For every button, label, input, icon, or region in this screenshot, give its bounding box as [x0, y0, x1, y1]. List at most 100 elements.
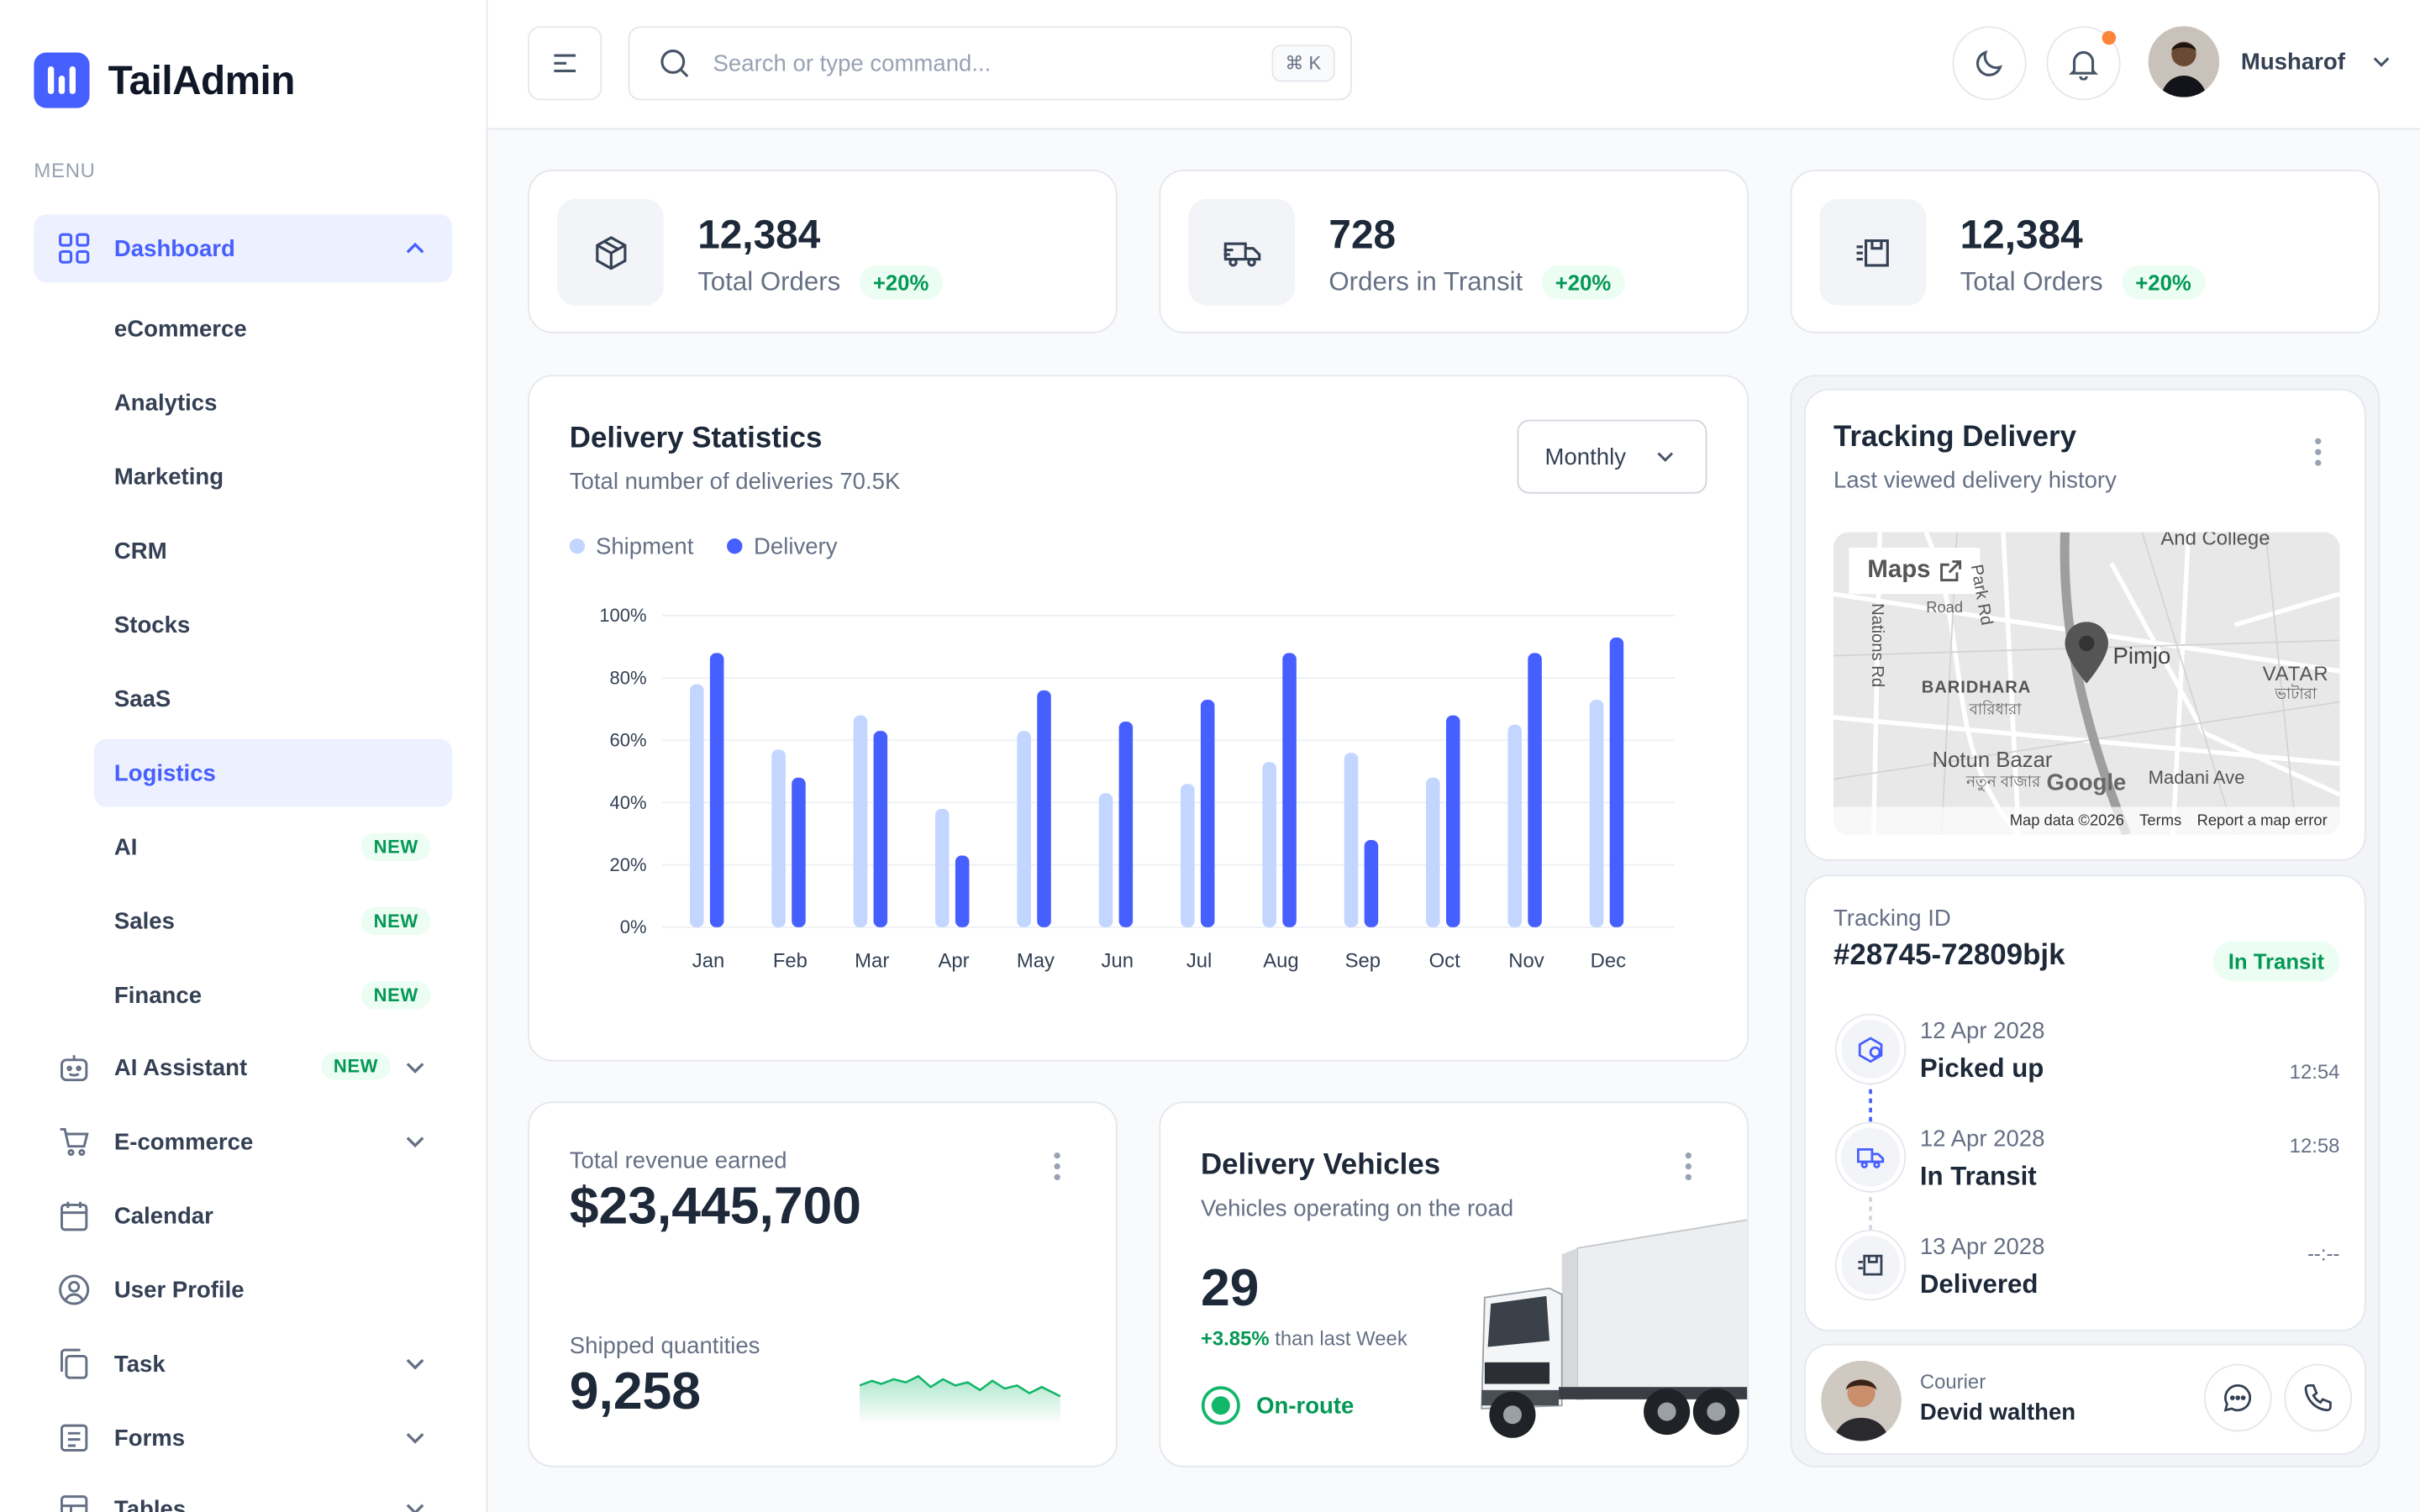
sidebar-subitem-sales[interactable]: Sales NEW: [94, 887, 452, 955]
sidebar-item-label: User Profile: [113, 1276, 245, 1304]
map-terms-link[interactable]: Terms: [2139, 812, 2182, 830]
sidebar-item-user-profile[interactable]: User Profile: [34, 1256, 452, 1324]
theme-toggle-button[interactable]: [1952, 26, 2027, 101]
call-courier-button[interactable]: [2284, 1363, 2353, 1432]
form-icon: [55, 1420, 92, 1457]
shipped-value: 9,258: [569, 1362, 702, 1421]
sidebar-subitem-label: eCommerce: [113, 315, 247, 342]
sidebar-item-tables[interactable]: Tables: [34, 1475, 452, 1512]
chevron-down-icon[interactable]: [400, 1348, 431, 1379]
brand[interactable]: TailAdmin: [34, 52, 296, 108]
x-tick-label: Aug: [1263, 950, 1298, 973]
sidebar-toggle-button[interactable]: [528, 26, 602, 101]
sidebar-subitem-label: Finance: [113, 982, 203, 1009]
timeline-date: 12 Apr 2028: [1919, 1018, 2045, 1045]
map-report-link[interactable]: Report a map error: [2196, 812, 2328, 830]
chevron-down-icon: [1657, 452, 1674, 462]
sidebar-subitem-stocks[interactable]: Stocks: [94, 591, 452, 659]
more-options-icon[interactable]: [1673, 1148, 1704, 1185]
chevron-down-icon[interactable]: [400, 1126, 431, 1158]
new-badge: NEW: [321, 1052, 391, 1080]
brand-name: TailAdmin: [108, 56, 296, 103]
user-menu[interactable]: Musharof: [2148, 26, 2395, 97]
y-tick-label: 0%: [620, 916, 647, 937]
open-in-maps-link[interactable]: Maps: [1849, 548, 1981, 595]
map-label-baridhara-bn: বারিধারা: [1969, 701, 2022, 719]
box-icon: [557, 198, 664, 306]
sidebar-subitem-analytics[interactable]: Analytics: [94, 369, 452, 437]
courier-card: Courier Devid walthen: [1804, 1343, 2366, 1456]
shipped-label: Shipped quantities: [569, 1332, 760, 1360]
moon-icon: [1975, 50, 2002, 76]
vehicle-change: +3.85%: [1200, 1326, 1270, 1351]
notification-dot: [2102, 30, 2117, 45]
timeline-label: Delivered: [1919, 1269, 2039, 1299]
sidebar-subitem-finance[interactable]: Finance NEW: [94, 961, 452, 1029]
sidebar-item-calendar[interactable]: Calendar: [34, 1182, 452, 1250]
sidebar-subitem-label: CRM: [113, 538, 167, 564]
courier-avatar: [1821, 1360, 1902, 1441]
bar-shipment: [690, 684, 704, 927]
x-tick-label: Dec: [1591, 950, 1626, 973]
y-tick-label: 60%: [609, 730, 646, 751]
legend-item-delivery[interactable]: Delivery: [727, 533, 838, 560]
task-icon: [55, 1346, 92, 1383]
status-label: On-route: [1256, 1392, 1355, 1419]
sidebar-item-label: AI Assistant: [113, 1054, 248, 1081]
bar-shipment: [1098, 793, 1113, 927]
more-options-icon[interactable]: [1042, 1148, 1073, 1185]
sidebar-subitem-logistics[interactable]: Logistics: [94, 738, 453, 807]
period-select[interactable]: Monthly: [1517, 419, 1707, 494]
bar-delivery: [1528, 653, 1542, 927]
more-options-icon[interactable]: [2302, 433, 2333, 470]
chevron-up-icon[interactable]: [400, 233, 431, 264]
stat-label: Total Orders: [1960, 266, 2103, 297]
stat-label: Total Orders: [697, 266, 841, 297]
map-label-nations-rd: Nations Rd: [1867, 603, 1886, 688]
tracking-id-label: Tracking ID: [1833, 906, 1951, 932]
map-label-road: Road: [1926, 600, 1964, 617]
sidebar-item-forms[interactable]: Forms: [34, 1404, 452, 1472]
legend-label: Shipment: [595, 533, 694, 560]
x-tick-label: Jan: [692, 950, 724, 973]
x-tick-label: Mar: [855, 950, 889, 973]
sidebar-subitem-label: AI: [113, 833, 138, 860]
bar-shipment: [771, 749, 786, 927]
sidebar-subitem-label: Sales: [113, 907, 175, 935]
revenue-value: $23,445,700: [569, 1177, 862, 1236]
chart-legend: Shipment Delivery: [569, 533, 838, 560]
chevron-down-icon[interactable]: [400, 1053, 431, 1084]
sidebar-item-ai-assistant[interactable]: AI Assistant NEW: [34, 1034, 452, 1102]
sidebar-subitem-crm[interactable]: CRM: [94, 517, 452, 585]
legend-item-shipment[interactable]: Shipment: [569, 533, 694, 560]
bar-delivery: [873, 731, 888, 927]
message-courier-button[interactable]: [2203, 1363, 2272, 1432]
bell-icon: [2069, 50, 2099, 81]
sidebar-subitem-marketing[interactable]: Marketing: [94, 443, 452, 511]
sidebar-item-ecommerce[interactable]: E-commerce: [34, 1108, 452, 1176]
external-link-icon: [1939, 560, 1961, 582]
courier-name: Devid walthen: [1919, 1399, 2076, 1426]
status-on-route: On-route: [1201, 1385, 1354, 1425]
x-tick-label: Sep: [1345, 950, 1381, 973]
search-input[interactable]: Search or type command... ⌘ K: [628, 26, 1352, 101]
bar-delivery: [1364, 839, 1379, 927]
sidebar-item-dashboard[interactable]: Dashboard: [34, 214, 453, 283]
change-badge: +20%: [1541, 265, 1625, 300]
delivery-statistics-card: Delivery Statistics Total number of deli…: [528, 375, 1749, 1062]
search-icon: [660, 50, 689, 78]
sidebar-subitem-saas[interactable]: SaaS: [94, 665, 452, 733]
sidebar-subitem-ai[interactable]: AI NEW: [94, 813, 452, 881]
sidebar-subitem-ecommerce[interactable]: eCommerce: [94, 295, 452, 363]
chevron-down-icon[interactable]: [400, 1422, 431, 1453]
x-tick-label: Nov: [1508, 950, 1544, 973]
bar-delivery: [1200, 700, 1215, 927]
map-view[interactable]: Maps Pimjo BARIDHARA বারিধারা Notun Baza…: [1833, 532, 2340, 835]
sidebar-item-task[interactable]: Task: [34, 1330, 452, 1398]
notifications-button[interactable]: [2046, 26, 2121, 101]
map-label-baridhara: BARIDHARA: [1921, 679, 2032, 698]
chevron-down-icon[interactable]: [400, 1494, 431, 1512]
card-title: Delivery Statistics: [569, 423, 823, 455]
chat-icon: [2223, 1383, 2252, 1412]
x-tick-label: Jun: [1102, 950, 1134, 973]
